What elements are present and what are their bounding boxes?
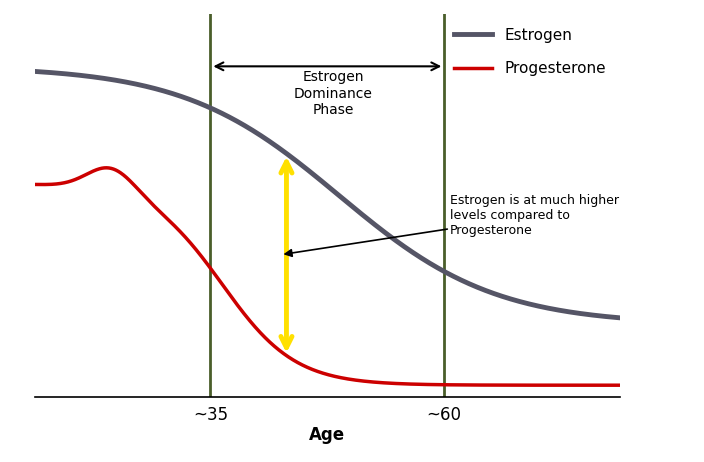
Text: Estrogen is at much higher
levels compared to
Progesterone: Estrogen is at much higher levels compar… [285,194,619,256]
Legend: Estrogen, Progesterone: Estrogen, Progesterone [448,22,612,82]
Text: Estrogen
Dominance
Phase: Estrogen Dominance Phase [294,70,372,117]
X-axis label: Age: Age [309,426,346,444]
